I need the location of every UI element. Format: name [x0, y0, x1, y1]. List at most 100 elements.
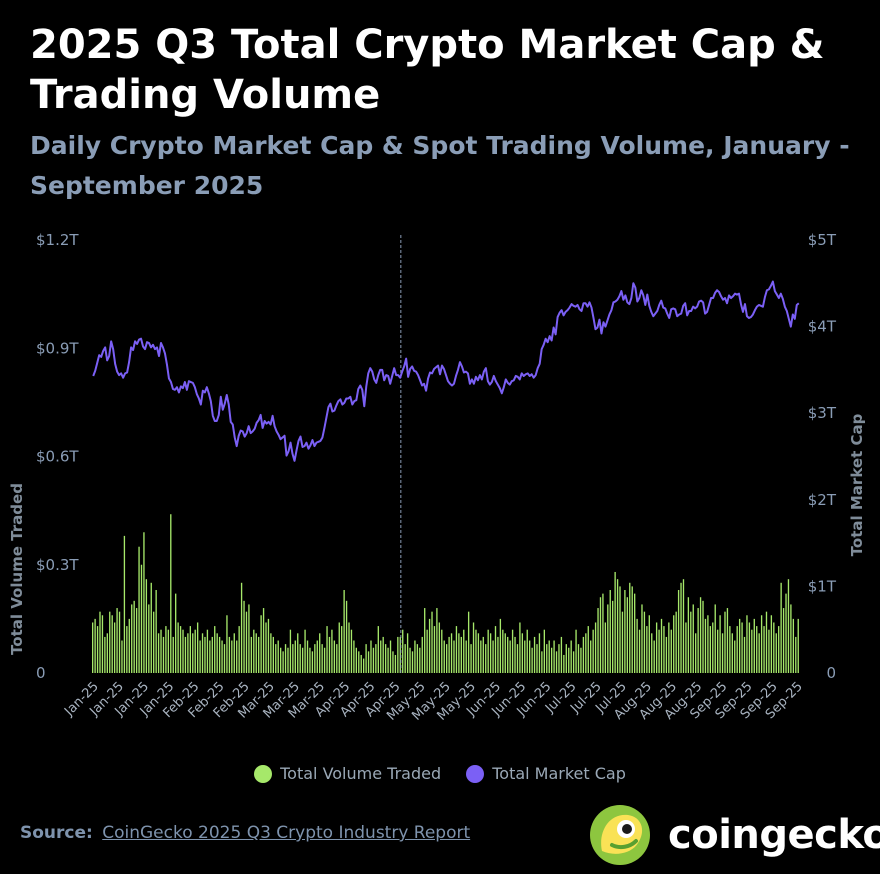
volume-bar [592, 629, 594, 673]
volume-bar [323, 647, 326, 673]
volume-bar [465, 640, 467, 673]
volume-bar [626, 597, 628, 673]
volume-bar [614, 571, 616, 673]
volume-bar [328, 636, 331, 673]
volume-bar [609, 590, 611, 673]
volume-bar [734, 640, 736, 673]
volume-bar [138, 546, 140, 673]
right-tick-label: 0 [826, 664, 836, 682]
volume-bar [206, 629, 209, 673]
volume-bar [438, 622, 441, 673]
volume-bar [109, 611, 111, 673]
left-tick-label: $0.3T [36, 556, 79, 574]
legend-item-market-cap[interactable]: Total Market Cap [466, 764, 626, 783]
volume-bar [404, 644, 406, 673]
volume-bar [306, 640, 309, 673]
volume-bar [289, 629, 292, 673]
volume-bar [211, 636, 213, 673]
volume-bar [150, 582, 152, 673]
volume-bar [204, 636, 206, 673]
volume-bar [262, 608, 265, 673]
volume-bar [133, 600, 135, 673]
volume-bar [238, 626, 240, 673]
volume-bar [699, 597, 702, 673]
volume-bar [194, 629, 196, 673]
volume-bar [160, 629, 162, 673]
right-tick-label: $1T [808, 577, 837, 595]
volume-bar [294, 640, 296, 673]
volume-bar [106, 633, 108, 673]
volume-bar [499, 618, 502, 674]
volume-bar [431, 611, 433, 673]
market-cap-line [92, 280, 800, 462]
volume-bar [250, 636, 253, 673]
volume-bar [113, 622, 116, 673]
volume-bar [187, 633, 189, 673]
volume-bar [458, 633, 460, 673]
volume-bar [472, 622, 475, 673]
left-tick-label: $0.6T [36, 448, 79, 466]
volume-bar [231, 640, 233, 673]
volume-bar [668, 622, 670, 673]
volume-bar [729, 626, 731, 673]
volume-bar [292, 644, 294, 673]
volume-bar [738, 618, 741, 674]
right-tick-label: $4T [808, 318, 837, 336]
volume-bar [348, 622, 350, 673]
volume-bar [563, 654, 565, 673]
volume-bar [175, 593, 177, 673]
volume-bar [157, 633, 160, 673]
volume-bar [604, 622, 607, 673]
volume-bar [467, 611, 470, 673]
volume-bar [226, 615, 228, 673]
volume-bar [616, 579, 619, 673]
volume-bar [568, 647, 570, 673]
volume-bar [482, 636, 484, 673]
volume-bar [450, 633, 453, 673]
volume-bar [414, 640, 416, 673]
source-link[interactable]: CoinGecko 2025 Q3 Crypto Industry Report [102, 823, 471, 843]
volume-bar [704, 618, 707, 674]
volume-bar [333, 640, 336, 673]
volume-bar [624, 590, 626, 673]
volume-bar [651, 633, 653, 673]
volume-bar [487, 629, 489, 673]
volume-bar [463, 629, 465, 673]
volume-bar [92, 622, 94, 673]
volume-bar [311, 651, 314, 673]
volume-bar [316, 640, 318, 673]
volume-bar [687, 597, 690, 673]
volume-bar [170, 514, 172, 673]
volume-bar [455, 626, 458, 673]
right-tick-label: $2T [808, 491, 837, 509]
volume-bar [748, 622, 751, 673]
volume-bar [541, 651, 543, 673]
volume-bar [494, 626, 497, 673]
volume-bar [433, 626, 436, 673]
volume-bar [477, 633, 480, 673]
volume-bar [282, 651, 284, 673]
volume-bar [182, 629, 184, 673]
left-tick-label: $0.9T [36, 339, 79, 357]
volume-bar [419, 647, 421, 673]
volume-bar [179, 626, 182, 673]
volume-bar [526, 629, 528, 673]
volume-bar [143, 532, 145, 673]
volume-bar [577, 644, 580, 673]
volume-bar [372, 647, 375, 673]
volume-bar [96, 626, 99, 673]
chart-plot: 0 $0.3T $0.6T $0.9T $1.2T 0 $1T $2T $3T $4T $5T T… [8, 231, 866, 724]
volume-bar [301, 647, 304, 673]
right-tick-label: $5T [808, 231, 837, 249]
volume-bar [128, 618, 130, 674]
volume-bar [502, 629, 504, 673]
volume-bar [572, 651, 575, 673]
volume-bar [565, 644, 567, 673]
volume-bar [599, 597, 602, 673]
volume-bars [92, 514, 799, 674]
volume-bar [780, 582, 782, 673]
legend-item-volume[interactable]: Total Volume Traded [254, 764, 441, 783]
volume-bar [258, 636, 260, 673]
volume-bar [677, 590, 680, 673]
volume-bar [428, 618, 431, 674]
